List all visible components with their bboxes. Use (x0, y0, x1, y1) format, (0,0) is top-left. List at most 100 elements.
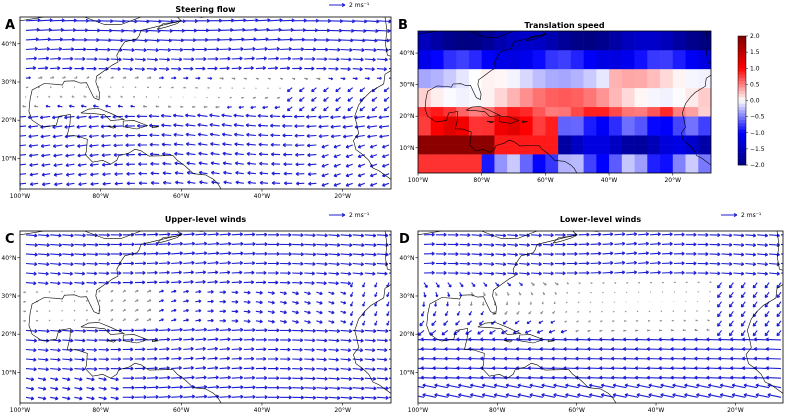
wind-vector (650, 241, 661, 246)
heatmap-cell (660, 144, 674, 155)
wind-vector (267, 37, 281, 42)
wind-vector (243, 300, 251, 305)
wind-vector (354, 124, 365, 130)
wind-vector (25, 348, 37, 353)
heatmap-cell (672, 49, 686, 60)
heatmap-cell (468, 163, 482, 173)
wind-vector (110, 47, 123, 52)
colorbar-tick-label: 1.0 (750, 65, 760, 72)
wind-vector (25, 386, 35, 391)
wind-vector (471, 261, 483, 266)
heatmap-cell (481, 59, 495, 70)
wind-vector (20, 172, 27, 177)
heatmap-cell (456, 68, 470, 79)
wind-vector (137, 152, 148, 157)
wind-vector (171, 66, 182, 71)
wind-vector (352, 243, 365, 248)
wind-vector (316, 57, 328, 62)
wind-vector (245, 113, 256, 118)
wind-vector (764, 291, 770, 299)
heatmap-cell (481, 40, 495, 51)
wind-vector (554, 291, 557, 295)
wind-vector (255, 337, 267, 342)
wind-vector (757, 243, 769, 248)
wind-vector (28, 124, 39, 129)
wind-vector (383, 87, 390, 93)
heatmap-cell (558, 116, 572, 126)
wind-vector (721, 233, 733, 238)
wind-vector (52, 134, 63, 139)
wind-vector (219, 375, 231, 380)
wind-vector (386, 291, 390, 298)
wind-vector (267, 347, 279, 352)
wind-vector (162, 161, 172, 166)
wind-vector (340, 28, 355, 33)
wind-vector (22, 105, 27, 108)
wind-vector (89, 153, 99, 158)
wind-vector (340, 310, 347, 315)
wind-vector (207, 290, 214, 294)
wind-vector (219, 337, 231, 342)
wind-vector (446, 301, 450, 307)
heatmap-cell (481, 144, 495, 155)
wind-vector (340, 338, 352, 343)
wind-vector (328, 271, 340, 276)
wind-vector (283, 152, 293, 157)
heatmap-cell (621, 40, 635, 51)
wind-vector (50, 66, 61, 71)
wind-vector (661, 251, 673, 256)
wind-vector (146, 280, 158, 285)
wind-vector (38, 271, 49, 276)
wind-vector (138, 171, 148, 176)
wind-vector (423, 261, 435, 266)
colorbar: 2.01.51.00.50.0−0.5−1.0−1.5−2.0 (737, 33, 765, 169)
heatmap-cell (468, 154, 482, 164)
coastline (681, 31, 711, 166)
wind-vector (255, 385, 268, 390)
heatmap-cell (685, 59, 699, 70)
wind-vector (517, 301, 521, 305)
heatmap-cell (418, 116, 432, 126)
wind-vector (29, 172, 39, 177)
wind-vector (122, 376, 135, 381)
heatmap-cell (468, 97, 482, 108)
wind-vector (134, 366, 146, 371)
reference-vector (329, 212, 346, 218)
wind-vector (110, 38, 124, 43)
wind-vector (62, 28, 76, 33)
wind-vector (318, 115, 329, 120)
wind-vector (98, 261, 110, 266)
heatmap-cell (647, 125, 661, 136)
coastline (519, 334, 545, 344)
x-tick-label: 80°W (92, 407, 109, 412)
wind-vector (376, 233, 389, 238)
wind-vector (183, 76, 189, 80)
heatmap-cell (558, 135, 572, 145)
wind-vector (86, 38, 100, 43)
wind-vector (295, 162, 305, 167)
wind-vector (292, 386, 304, 391)
wind-vector (478, 320, 484, 326)
wind-vector (195, 86, 198, 89)
wind-vector (352, 28, 367, 33)
plot-frame (19, 230, 392, 404)
wind-vector (98, 47, 111, 52)
wind-vector (219, 270, 231, 275)
heatmap-cell (672, 154, 686, 164)
wind-vector (459, 271, 471, 276)
heatmap-cell (583, 144, 597, 155)
wind-vector (243, 356, 255, 361)
wind-vector (304, 301, 311, 305)
wind-vector (328, 348, 340, 353)
wind-vector (74, 56, 86, 61)
wind-vector (505, 383, 520, 389)
wind-vector (25, 262, 38, 267)
wind-vector (565, 393, 579, 398)
wind-vector (446, 383, 460, 389)
wind-vector (423, 232, 435, 237)
heatmap-cell (418, 40, 432, 51)
wind-vector (459, 282, 464, 288)
wind-vector (755, 383, 770, 389)
wind-vector (171, 47, 184, 52)
wind-vector (554, 242, 566, 247)
